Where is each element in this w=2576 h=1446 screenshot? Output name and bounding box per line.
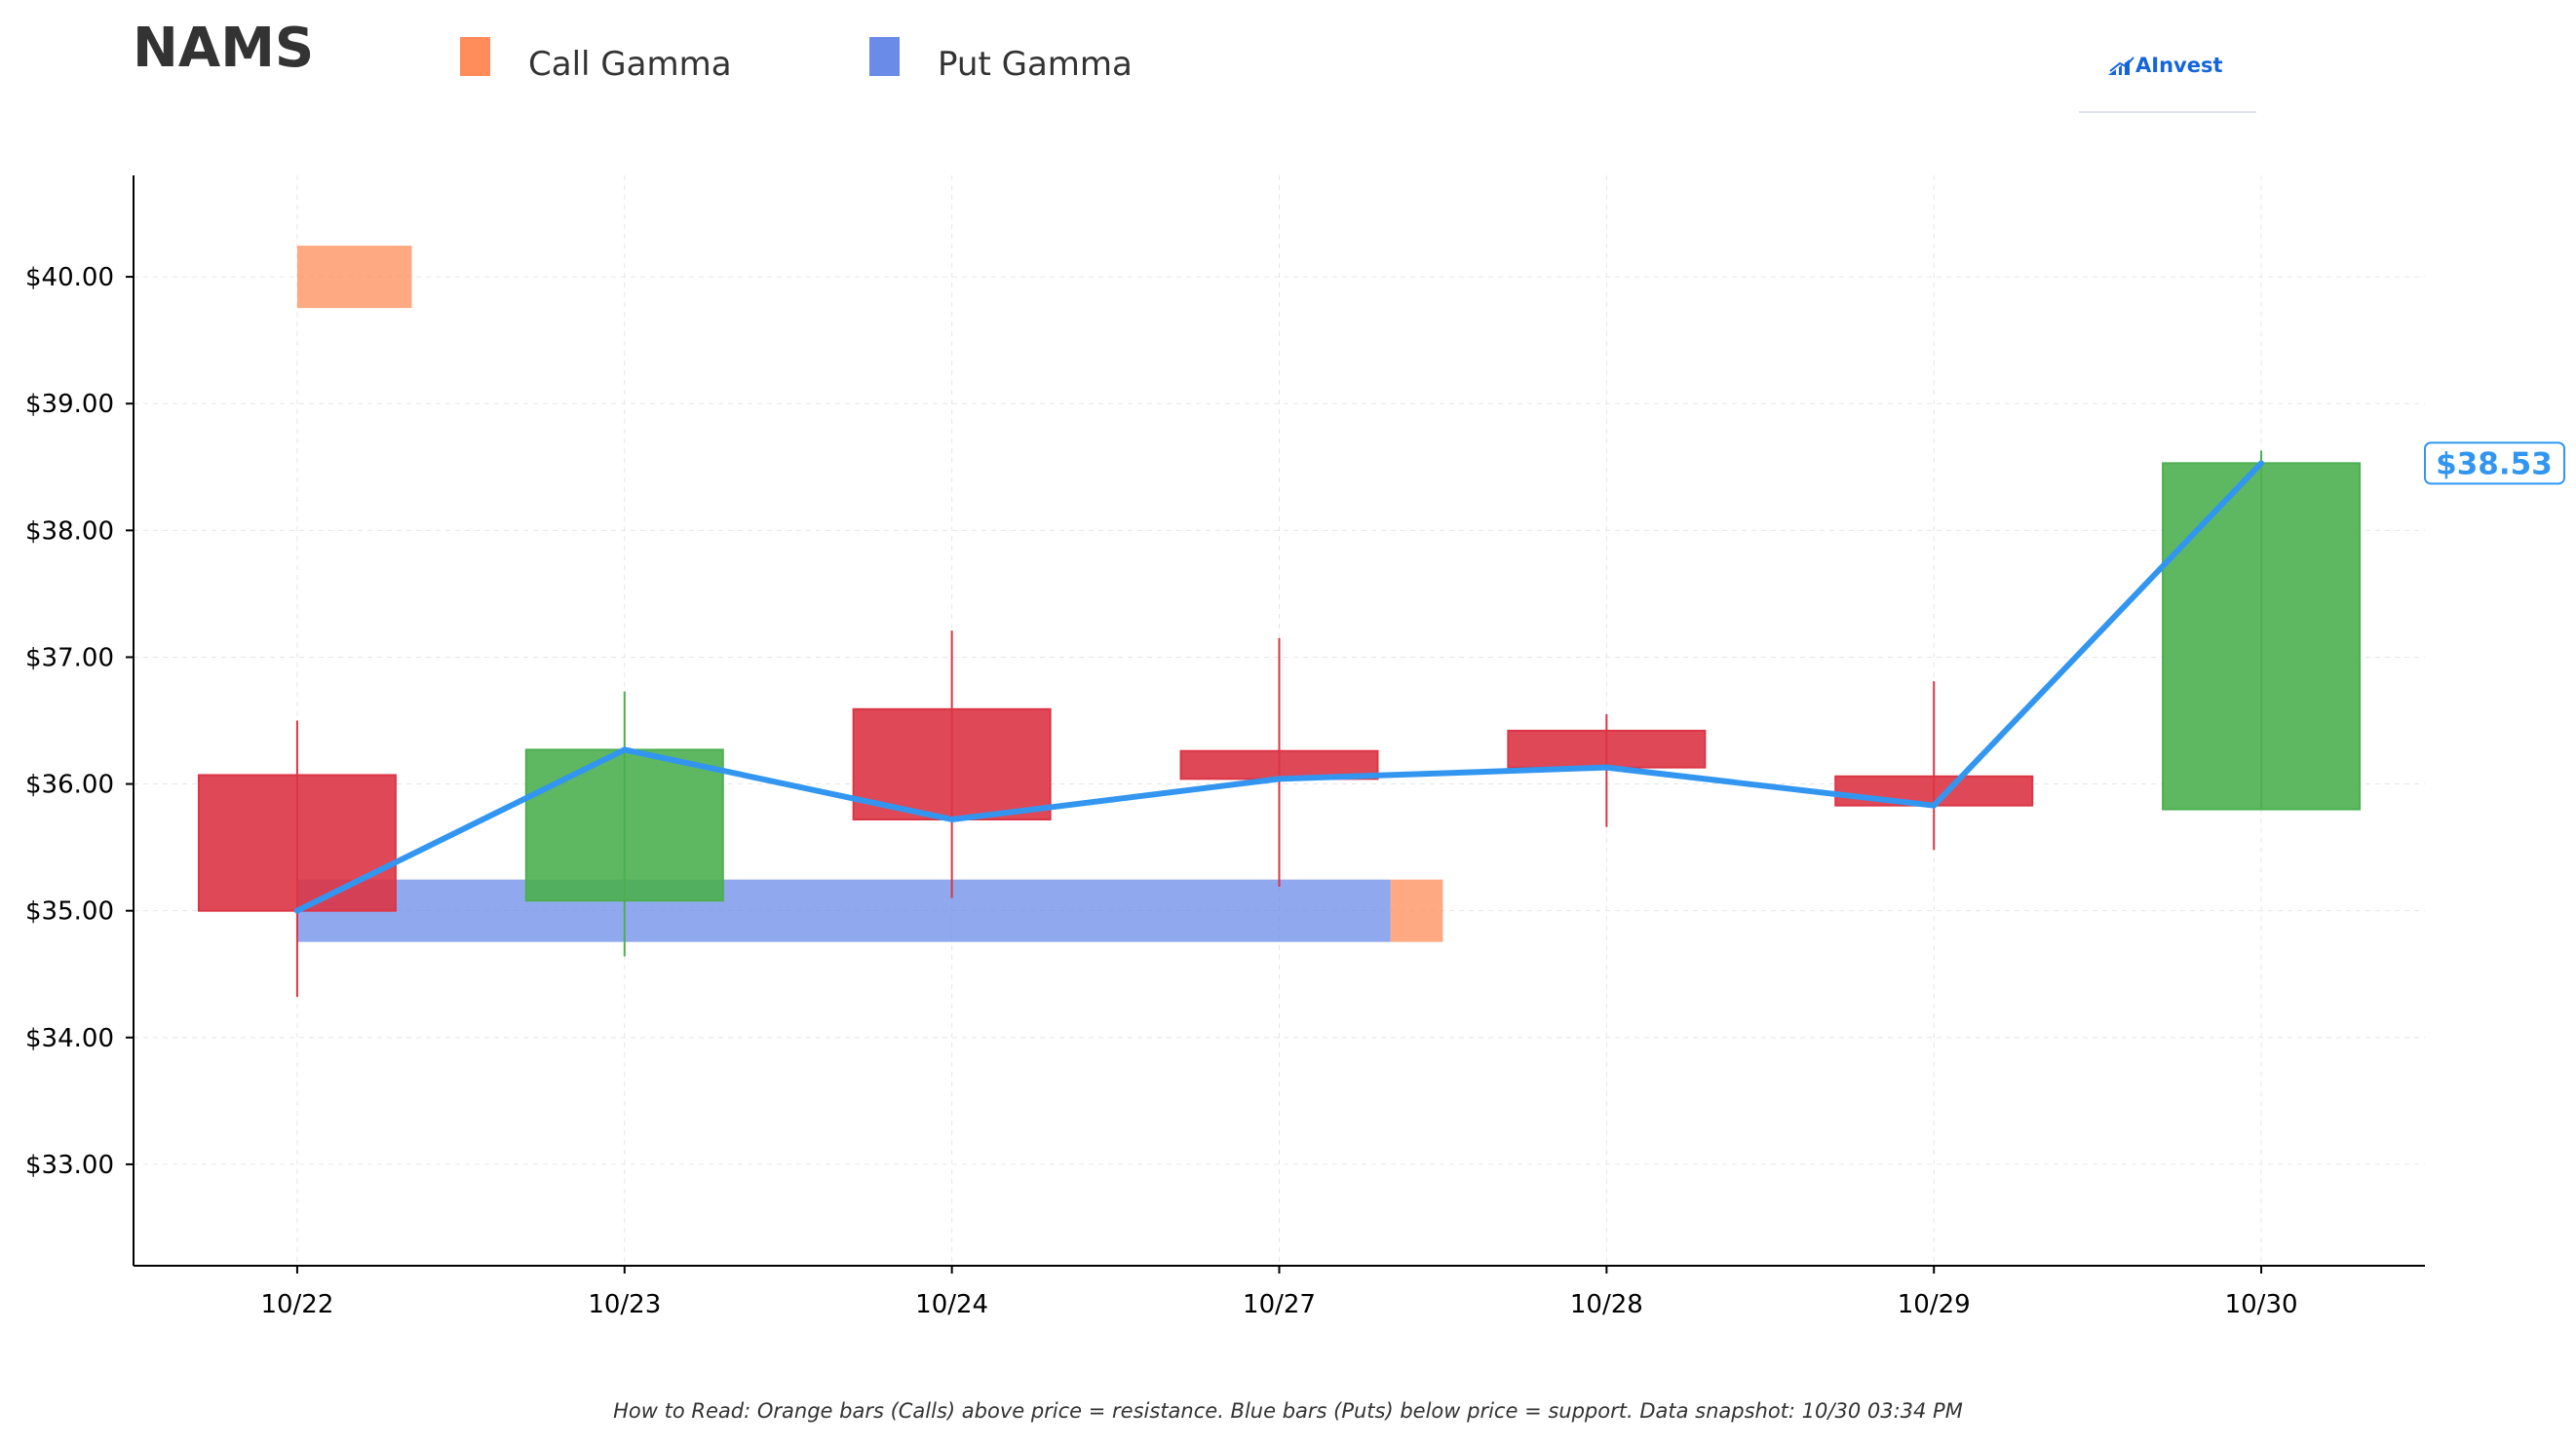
x-tick-label: 10/28 <box>1570 1290 1643 1319</box>
x-tick-label: 10/23 <box>588 1290 661 1319</box>
how-to-read-footnote: How to Read: Orange bars (Calls) above p… <box>613 1399 1963 1423</box>
price-line <box>293 460 2265 914</box>
ticker-title: NAMS <box>133 17 315 80</box>
logo-divider <box>2079 111 2256 113</box>
x-tick-label: 10/29 <box>1898 1290 1971 1319</box>
x-tick-label: 10/24 <box>915 1290 988 1319</box>
gamma-candlestick-chart: $33.00 $34.00 $35.00 $36.00 $37.00 $38.00 $39.… <box>25 175 2565 1319</box>
candle-body <box>524 748 724 902</box>
y-tick-label: $40.00 <box>25 263 114 292</box>
y-tick-label: $35.00 <box>25 897 114 927</box>
candle-body <box>197 774 397 912</box>
y-tick-label: $38.00 <box>25 516 114 546</box>
call-gamma-bar <box>1390 879 1443 942</box>
ainvest-logo: AInvest <box>2108 49 2223 82</box>
last-price-label: $38.53 <box>2436 446 2553 481</box>
call-gamma-legend-label: Call Gamma <box>528 45 732 84</box>
put-gamma-bar <box>296 879 1391 942</box>
x-tick-label: 10/22 <box>260 1290 333 1319</box>
chart-logo-icon <box>2108 57 2134 75</box>
logo-text: AInvest <box>2135 54 2223 77</box>
candle-body <box>1834 775 2034 807</box>
call-gamma-legend-swatch <box>460 37 490 76</box>
put-gamma-legend-swatch <box>869 37 900 76</box>
y-tick-label: $34.00 <box>25 1024 114 1053</box>
last-price-badge <box>2424 441 2565 485</box>
call-gamma-bar <box>296 246 412 309</box>
put-gamma-legend-label: Put Gamma <box>938 45 1133 84</box>
x-tick-label: 10/30 <box>2225 1290 2298 1319</box>
candle-body <box>2162 462 2362 811</box>
y-tick-label: $37.00 <box>25 643 114 672</box>
y-tick-label: $39.00 <box>25 390 114 419</box>
y-tick-label: $36.00 <box>25 771 114 800</box>
y-tick-label: $33.00 <box>25 1151 114 1180</box>
x-tick-label: 10/27 <box>1243 1290 1316 1319</box>
candle-body <box>1507 729 1707 769</box>
